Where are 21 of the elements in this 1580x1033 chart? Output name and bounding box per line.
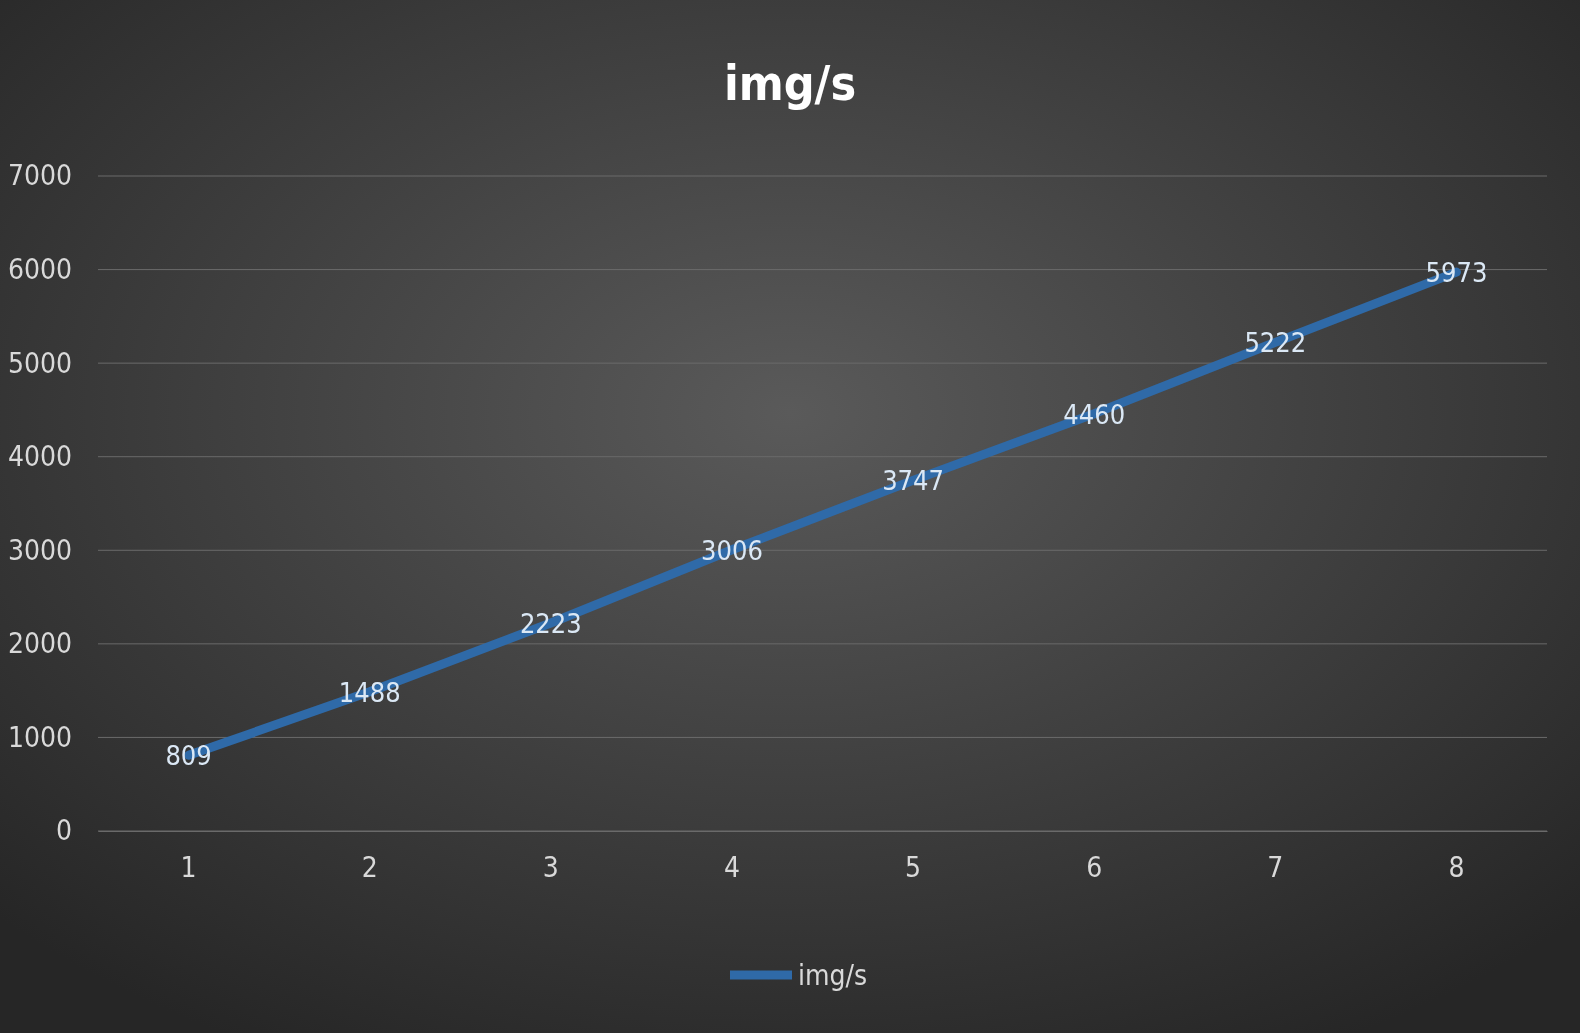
legend-label: img/s bbox=[798, 959, 868, 992]
y-tick-label: 1000 bbox=[7, 720, 72, 754]
x-tick-label: 5 bbox=[905, 850, 922, 884]
data-label: 3747 bbox=[882, 465, 944, 497]
x-tick-label: 4 bbox=[723, 850, 740, 884]
data-label: 4460 bbox=[1063, 398, 1126, 430]
x-tick-label: 7 bbox=[1267, 850, 1284, 884]
y-tick-label: 0 bbox=[55, 814, 72, 848]
y-tick-label: 6000 bbox=[7, 253, 72, 287]
y-tick-label: 5000 bbox=[7, 346, 72, 380]
chart-title: img/s bbox=[723, 55, 857, 111]
data-label: 3006 bbox=[701, 534, 763, 566]
y-tick-label: 7000 bbox=[7, 159, 72, 193]
x-tick-label: 2 bbox=[361, 850, 378, 884]
x-tick-label: 3 bbox=[542, 850, 559, 884]
y-tick-label: 3000 bbox=[7, 533, 72, 567]
y-tick-label: 4000 bbox=[7, 440, 72, 474]
y-tick-label: 2000 bbox=[7, 627, 72, 661]
x-tick-label: 6 bbox=[1086, 850, 1103, 884]
x-tick-label: 1 bbox=[180, 850, 197, 884]
x-tick-label: 8 bbox=[1448, 850, 1465, 884]
